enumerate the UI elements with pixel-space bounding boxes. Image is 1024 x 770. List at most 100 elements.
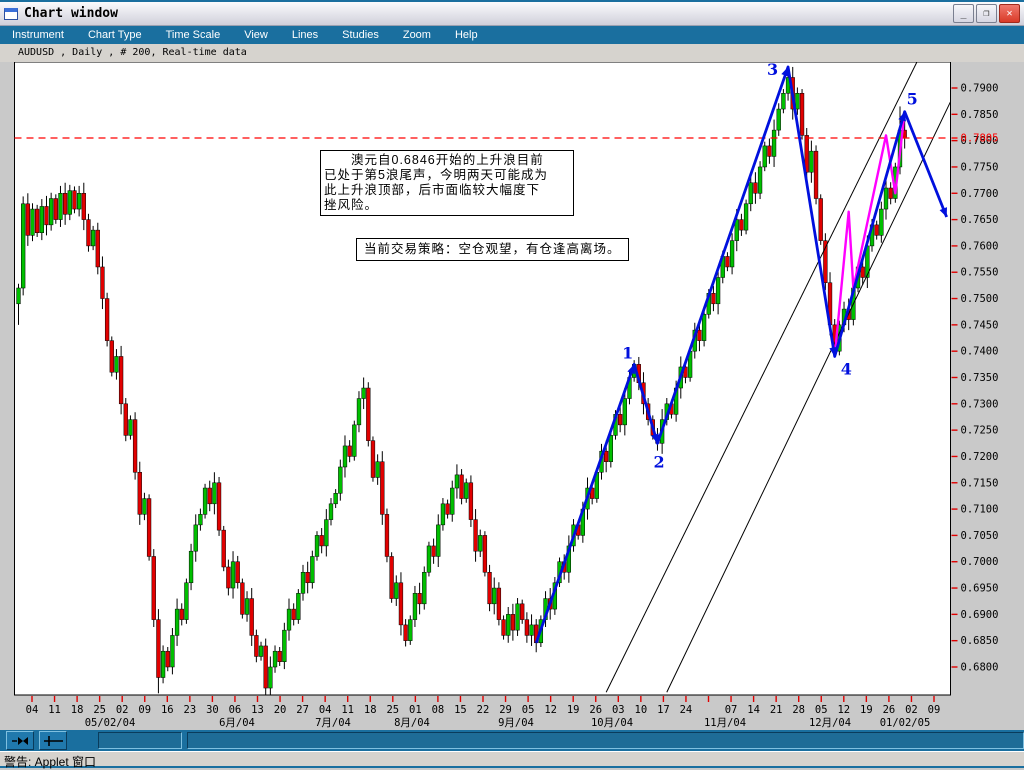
- svg-text:0.6800: 0.6800: [961, 661, 999, 673]
- svg-text:04: 04: [319, 704, 332, 716]
- svg-text:0.7200: 0.7200: [961, 451, 999, 463]
- wave-label-3: 3: [767, 60, 778, 79]
- svg-text:01: 01: [409, 704, 422, 716]
- svg-text:02: 02: [905, 704, 918, 716]
- svg-text:18: 18: [71, 704, 84, 716]
- wave-label-5: 5: [907, 90, 918, 109]
- y-axis: 0.7900 0.7850 0.7800 0.7750 0.7700 0.7650 0.76…: [950, 62, 999, 695]
- svg-text:0.6850: 0.6850: [961, 635, 999, 647]
- chart-panel: 1 2 3 4 5 0.7900 0.7850 0.7800 0.7750 0.7700 0.765…: [0, 0, 1024, 730]
- svg-text:20: 20: [274, 704, 287, 716]
- price-marker-icon: [11, 737, 28, 745]
- status-bar: 警告: Applet 窗口: [0, 751, 1024, 769]
- svg-text:17: 17: [657, 704, 670, 716]
- svg-text:30: 30: [206, 704, 219, 716]
- svg-text:0.7150: 0.7150: [961, 477, 999, 489]
- svg-text:0.7450: 0.7450: [961, 319, 999, 331]
- svg-text:0.6900: 0.6900: [961, 609, 999, 621]
- svg-text:0.7050: 0.7050: [961, 530, 999, 542]
- svg-text:0.7750: 0.7750: [961, 161, 999, 173]
- price-marker-tool-button[interactable]: [6, 731, 35, 750]
- svg-text:21: 21: [770, 704, 783, 716]
- month-label: 11月/04: [704, 717, 746, 729]
- wave-label-1: 1: [622, 343, 633, 362]
- analysis-note-box[interactable]: 澳元自0.6846开始的上升浪目前 已处于第5浪尾声，今明两天可能成为 此上升浪…: [320, 150, 574, 216]
- svg-text:11: 11: [341, 704, 354, 716]
- svg-text:19: 19: [860, 704, 873, 716]
- menu-view[interactable]: View: [244, 29, 268, 41]
- trendline-icon: [43, 736, 63, 746]
- strategy-note-box[interactable]: 当前交易策略：空仓观望，有仓逢高离场。: [356, 238, 629, 261]
- svg-text:0.7000: 0.7000: [961, 556, 999, 568]
- menu-lines[interactable]: Lines: [291, 29, 319, 41]
- month-label: 01/02/05: [880, 717, 931, 729]
- analysis-line: 此上升浪顶部，后市面临较大幅度下: [324, 183, 541, 197]
- title-bar: Chart window _ ❐ ✕: [0, 0, 1024, 26]
- svg-text:0.7250: 0.7250: [961, 425, 999, 437]
- wave-label-4: 4: [841, 359, 852, 378]
- svg-text:18: 18: [364, 704, 377, 716]
- svg-text:05: 05: [815, 704, 828, 716]
- svg-text:12: 12: [837, 704, 850, 716]
- window-title: Chart window: [24, 6, 118, 21]
- svg-text:09: 09: [138, 704, 151, 716]
- svg-text:0.7350: 0.7350: [961, 372, 999, 384]
- svg-text:13: 13: [251, 704, 264, 716]
- minimize-button[interactable]: _: [953, 4, 974, 23]
- trend-channel-line: [666, 100, 951, 693]
- wave-arrowhead: [898, 111, 907, 122]
- svg-text:0.7900: 0.7900: [961, 83, 999, 95]
- subwave-zigzag: [833, 111, 906, 357]
- wave-arrowhead: [627, 364, 635, 375]
- svg-text:0.7550: 0.7550: [961, 267, 999, 279]
- svg-text:26: 26: [883, 704, 896, 716]
- svg-text:12: 12: [544, 704, 557, 716]
- svg-text:26: 26: [589, 704, 602, 716]
- menu-bar: Instrument Chart Type Time Scale View Li…: [0, 26, 1024, 44]
- svg-text:03: 03: [612, 704, 625, 716]
- svg-text:0.7400: 0.7400: [961, 346, 999, 358]
- svg-text:0.7500: 0.7500: [961, 293, 999, 305]
- svg-text:25: 25: [386, 704, 399, 716]
- svg-text:29: 29: [499, 704, 512, 716]
- wave-arrowhead: [829, 346, 838, 357]
- menu-help[interactable]: Help: [454, 29, 478, 41]
- wave-arrowhead: [651, 433, 659, 444]
- svg-text:19: 19: [567, 704, 580, 716]
- month-label: 9月/04: [498, 717, 534, 729]
- svg-text:25: 25: [93, 704, 106, 716]
- close-button[interactable]: ✕: [999, 4, 1020, 23]
- menu-time-scale[interactable]: Time Scale: [165, 29, 221, 41]
- svg-text:0.7650: 0.7650: [961, 214, 999, 226]
- plot-layers: [14, 62, 951, 695]
- month-label: 12月/04: [809, 717, 851, 729]
- wave-arrowhead: [939, 207, 948, 217]
- last-price-label: 0.7805: [961, 133, 999, 145]
- svg-text:24: 24: [680, 704, 693, 716]
- month-label: 6月/04: [219, 717, 255, 729]
- window-icon: [4, 7, 18, 20]
- restore-button[interactable]: ❐: [976, 4, 997, 23]
- bottom-toolbar: [0, 730, 1024, 751]
- svg-text:0.7300: 0.7300: [961, 398, 999, 410]
- menu-studies[interactable]: Studies: [342, 29, 379, 41]
- svg-text:11: 11: [48, 704, 61, 716]
- svg-text:15: 15: [454, 704, 467, 716]
- chart-canvas[interactable]: 123450.79000.78500.78000.77500.77000.765…: [0, 0, 1024, 730]
- menu-chart-type[interactable]: Chart Type: [87, 29, 142, 41]
- month-label: 8月/04: [394, 717, 430, 729]
- svg-text:28: 28: [792, 704, 805, 716]
- month-label: 7月/04: [315, 717, 351, 729]
- toolbar-field-2: [186, 732, 1024, 749]
- svg-text:0.7800: 0.7800: [961, 135, 999, 147]
- menu-instrument[interactable]: Instrument: [12, 29, 64, 41]
- month-label: 10月/04: [591, 717, 633, 729]
- svg-text:27: 27: [296, 704, 309, 716]
- svg-text:06: 06: [229, 704, 242, 716]
- trendline-tool-button[interactable]: [39, 731, 68, 750]
- svg-text:0.7700: 0.7700: [961, 188, 999, 200]
- analysis-line: 澳元自0.6846开始的上升浪目前: [324, 153, 544, 167]
- menu-zoom[interactable]: Zoom: [402, 29, 431, 41]
- svg-text:05: 05: [522, 704, 535, 716]
